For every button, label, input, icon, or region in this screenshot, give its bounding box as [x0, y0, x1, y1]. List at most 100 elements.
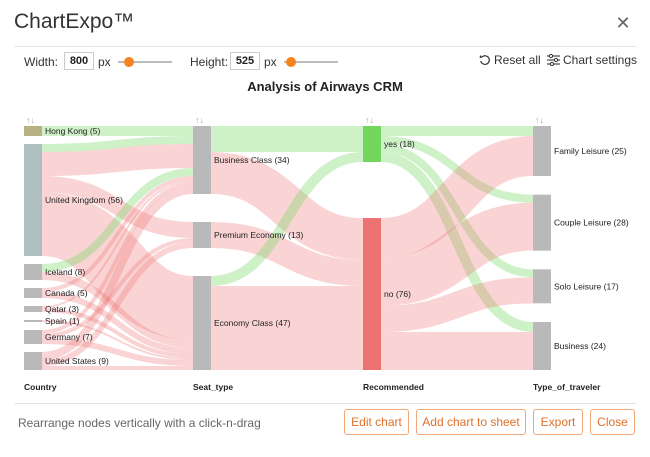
node-label-business: Business (24): [554, 341, 606, 351]
column-labels: Country Seat_type Recommended Type_of_trave…: [24, 382, 601, 392]
node-label-united-kingdom: United Kingdom (56): [45, 195, 123, 205]
sliders-icon: [547, 54, 560, 66]
node-label-hong-kong: Hong Kong (5): [45, 126, 100, 136]
width-slider[interactable]: [118, 57, 172, 67]
sankey-link-business-class-to-no: [209, 152, 365, 260]
sankey-chart: Analysis of Airways CRM Hong Kong (5) Uni…: [24, 79, 629, 392]
export-button[interactable]: Export: [533, 409, 583, 435]
node-no[interactable]: [363, 218, 381, 370]
node-business[interactable]: [533, 322, 551, 370]
node-united-kingdom[interactable]: [24, 144, 42, 256]
sankey-link-united-states-to-premium-economy: [41, 242, 194, 366]
node-label-germany: Germany (7): [45, 332, 93, 342]
app-title: ChartExpo™: [14, 10, 135, 33]
nodes-layer: Hong Kong (5) United Kingdom (56) Iceland …: [24, 115, 629, 370]
drag-handle-icon[interactable]: ↑↓: [365, 115, 374, 125]
node-hong-kong[interactable]: [24, 126, 42, 136]
drag-handle-icon[interactable]: ↑↓: [195, 115, 204, 125]
height-label: Height:: [190, 55, 229, 69]
node-canada[interactable]: [24, 288, 42, 298]
width-unit: px: [98, 55, 111, 69]
height-slider-knob[interactable]: [286, 57, 296, 67]
size-controls: Width: 800 px Height: 525 px Reset all C…: [0, 50, 650, 74]
drag-hint: Rearrange nodes vertically with a click-…: [18, 416, 261, 430]
column-label-recommended: Recommended: [363, 382, 424, 392]
sankey-link-economy-class-to-yes: [210, 152, 364, 286]
chart-title: Analysis of Airways CRM: [247, 79, 403, 94]
node-label-iceland: Iceland (8): [45, 267, 85, 277]
column-label-country: Country: [24, 382, 57, 392]
width-slider-knob[interactable]: [124, 57, 134, 67]
sankey-link-united-kingdom-to-premium-economy: [41, 176, 194, 238]
divider: [14, 46, 636, 47]
chart-settings-label: Chart settings: [563, 53, 638, 67]
close-button[interactable]: Close: [590, 409, 635, 435]
node-label-canada: Canada (5): [45, 288, 88, 298]
sankey-link-spain-to-economy-class: [41, 320, 194, 360]
column-label-seat-type: Seat_type: [193, 382, 233, 392]
sankey-link-yes-to-business: [380, 152, 534, 332]
node-label-qatar: Qatar (3): [45, 304, 79, 314]
drag-handle-icon[interactable]: ↑↓: [26, 115, 35, 125]
sankey-link-united-kingdom-to-business-class: [41, 136, 194, 152]
height-unit: px: [264, 55, 277, 69]
column-label-type-of-traveler: Type_of_traveler: [533, 382, 601, 392]
sankey-link-germany-to-premium-economy: [41, 238, 194, 338]
node-business-class[interactable]: [193, 126, 211, 194]
sankey-link-canada-to-business-class: [41, 176, 194, 292]
node-label-couple-leisure: Couple Leisure (28): [554, 218, 629, 228]
node-united-states[interactable]: [24, 352, 42, 370]
node-spain[interactable]: [24, 320, 42, 322]
node-family-leisure[interactable]: [533, 126, 551, 176]
node-solo-leisure[interactable]: [533, 269, 551, 304]
sankey-link-iceland-to-economy-class: [41, 272, 194, 348]
sankey-link-yes-to-solo-leisure: [380, 144, 534, 278]
sankey-link-germany-to-economy-class: [41, 338, 194, 366]
sankey-link-no-to-family-leisure: [379, 136, 535, 258]
node-label-spain: Spain (1): [45, 316, 80, 326]
node-couple-leisure[interactable]: [533, 194, 551, 251]
sankey-link-united-kingdom-to-economy-class: [39, 192, 196, 340]
node-premium-economy[interactable]: [193, 222, 211, 248]
reset-all-button[interactable]: Reset all: [479, 53, 541, 67]
links-layer: [39, 125, 535, 371]
node-label-premium-economy: Premium Economy (13): [214, 230, 303, 240]
node-economy-class[interactable]: [193, 276, 211, 370]
reset-icon: [479, 55, 490, 65]
edit-chart-button[interactable]: Edit chart: [344, 409, 409, 435]
node-yes[interactable]: [363, 126, 381, 162]
node-label-business-class: Business Class (34): [214, 155, 290, 165]
chart-area: Analysis of Airways CRM Hong Kong (5) Uni…: [0, 74, 650, 402]
node-label-united-states: United States (9): [45, 356, 109, 366]
sankey-link-yes-to-couple-leisure: [380, 136, 534, 203]
node-label-yes: yes (18): [384, 139, 415, 149]
node-label-family-leisure: Family Leisure (25): [554, 146, 627, 156]
width-label: Width:: [24, 55, 59, 69]
sankey-link-premium-economy-to-no: [210, 222, 364, 286]
close-icon[interactable]: ✕: [615, 13, 631, 33]
sankey-link-no-to-couple-leisure: [380, 202, 534, 306]
sankey-link-canada-to-economy-class: [41, 292, 194, 354]
add-chart-to-sheet-button[interactable]: Add chart to sheet: [416, 409, 526, 435]
dialog-titlebar: ChartExpo™ ✕: [0, 0, 650, 46]
reset-all-label: Reset all: [494, 53, 541, 67]
width-input[interactable]: 800: [64, 52, 94, 70]
sankey-link-qatar-to-business-class: [41, 180, 194, 308]
sankey-link-iceland-to-business-class: [41, 168, 194, 272]
dialog-footer: Rearrange nodes vertically with a click-…: [0, 404, 650, 457]
sankey-link-united-states-to-business-class: [41, 186, 194, 360]
node-qatar[interactable]: [24, 306, 42, 312]
chart-settings-button[interactable]: Chart settings: [547, 53, 637, 67]
sankey-link-qatar-to-economy-class: [41, 308, 194, 358]
sankey-link-no-to-solo-leisure: [380, 277, 534, 332]
node-iceland[interactable]: [24, 264, 42, 280]
height-input[interactable]: 525: [230, 52, 260, 70]
node-label-economy-class: Economy Class (47): [214, 318, 291, 328]
node-germany[interactable]: [24, 330, 42, 344]
drag-handle-icon[interactable]: ↑↓: [535, 115, 544, 125]
footer-divider: [14, 403, 636, 404]
height-slider[interactable]: [284, 57, 338, 67]
sankey-link-united-kingdom-to-business-class: [41, 144, 194, 176]
sankey-link-germany-to-business-class: [41, 182, 194, 334]
